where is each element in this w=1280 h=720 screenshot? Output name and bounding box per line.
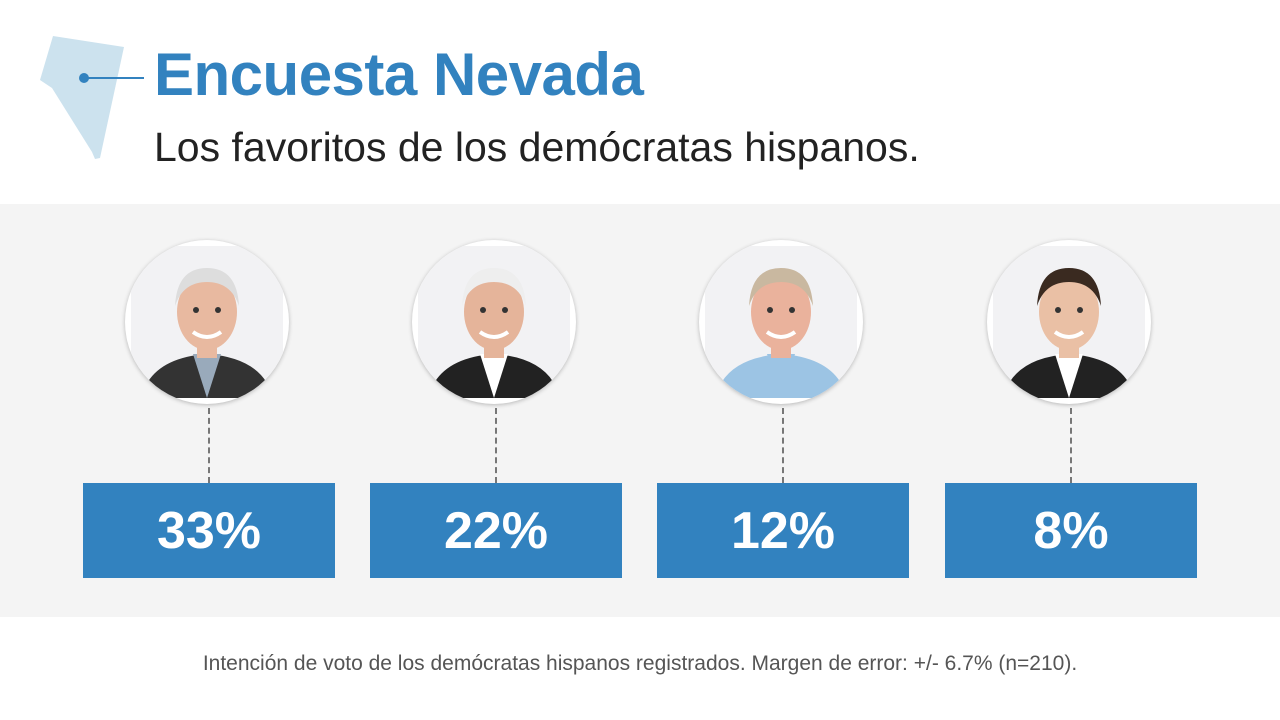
percentage-bar: 12%	[657, 483, 909, 578]
percentage-bar: 8%	[945, 483, 1197, 578]
candidate-card: 33%	[83, 204, 335, 617]
page-title: Encuesta Nevada	[154, 41, 644, 108]
percentage-label: 8%	[1033, 501, 1109, 560]
connector-line	[782, 408, 784, 483]
candidate-card: 22%	[370, 204, 622, 617]
percentage-label: 22%	[443, 501, 549, 560]
candidate-portrait	[412, 240, 576, 404]
nevada-map-icon	[40, 36, 144, 159]
connector-line	[1070, 408, 1072, 483]
percentage-label: 33%	[156, 501, 262, 560]
connector-line	[495, 408, 497, 483]
connector-line	[208, 408, 210, 483]
candidate-portrait	[987, 240, 1151, 404]
candidate-card: 12%	[657, 204, 909, 617]
candidate-card: 8%	[945, 204, 1197, 617]
candidate-portrait	[125, 240, 289, 404]
footnote: Intención de voto de los demócratas hisp…	[202, 652, 1078, 675]
candidate-portrait	[699, 240, 863, 404]
percentage-bar: 33%	[83, 483, 335, 578]
page-subtitle: Los favoritos de los demócratas hispanos…	[154, 124, 920, 170]
percentage-label: 12%	[730, 501, 836, 560]
percentage-bar: 22%	[370, 483, 622, 578]
results-panel: 33% 22% 12%	[0, 204, 1280, 617]
